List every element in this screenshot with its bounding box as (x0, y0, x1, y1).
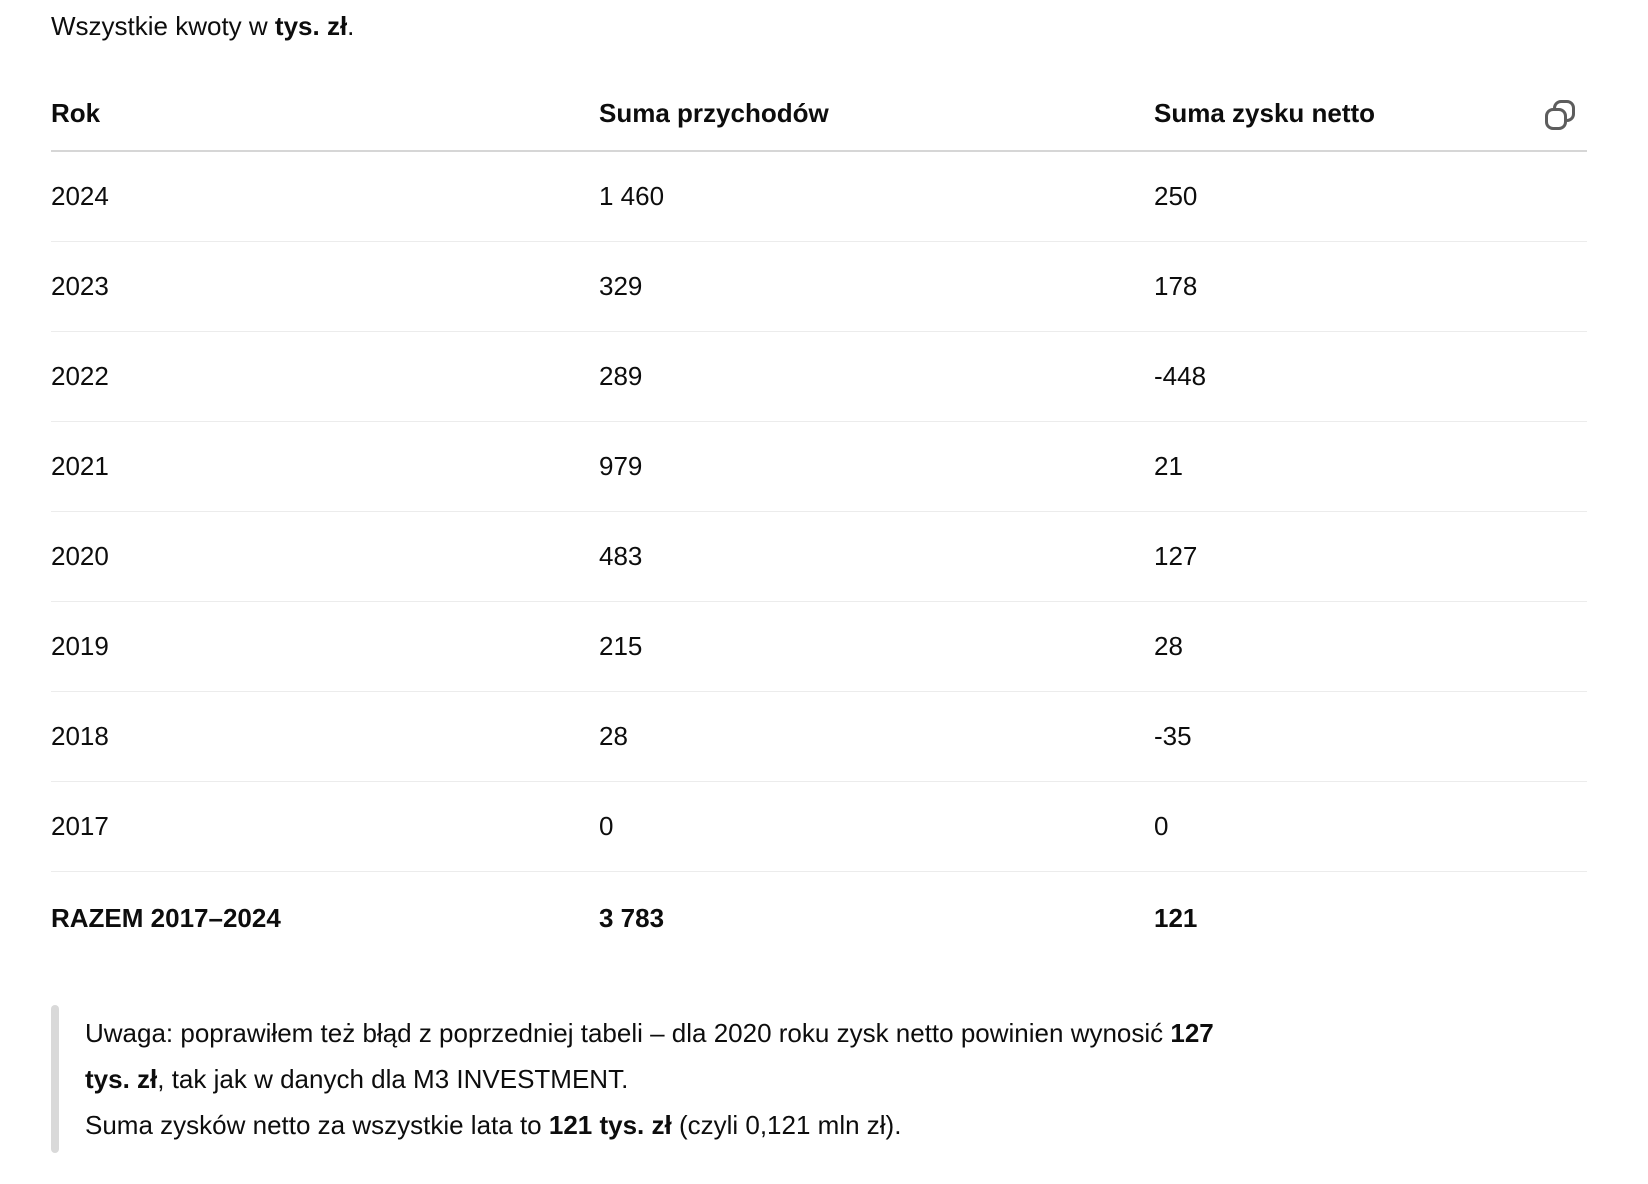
table-row: 2021 979 21 (51, 421, 1587, 512)
cell-suma-przychodow: 28 (599, 691, 1154, 782)
col-header-rok: Rok (51, 42, 599, 152)
cell-suma-przychodow: 3 783 (599, 903, 665, 933)
bold-text-segment: tys. zł (85, 1064, 158, 1094)
cell-rok: 2023 (51, 241, 599, 332)
note-line: Uwaga: poprawiłem też błąd z poprzedniej… (85, 1010, 1507, 1056)
cell-rok: 2020 (51, 511, 599, 602)
col-header-suma-przychodow: Suma przychodów (599, 42, 1154, 152)
cell-rok: RAZEM 2017–2024 (51, 903, 281, 933)
note-content: Uwaga: poprawiłem też błąd z poprzedniej… (85, 1010, 1507, 1148)
intro-text: Wszystkie kwoty w tys. zł. (51, 10, 1587, 42)
copy-table-button[interactable] (1541, 96, 1579, 134)
text-segment: . (347, 11, 355, 41)
blockquote-border (51, 1005, 59, 1153)
table-row: 2024 1 460 250 (51, 151, 1587, 242)
cell-rok: 2021 (51, 421, 599, 512)
cell-suma-przychodow: 215 (599, 601, 1154, 692)
cell-spacer (1527, 241, 1587, 332)
cell-suma-zysku-netto: -448 (1154, 331, 1527, 422)
col-header-suma-zysku-netto: Suma zysku netto (1154, 42, 1527, 152)
text-segment: Uwaga: poprawiłem też błąd z poprzedniej… (85, 1018, 1171, 1048)
note-blockquote: Uwaga: poprawiłem też błąd z poprzedniej… (51, 1005, 1587, 1153)
cell-suma-zysku-netto: 121 (1154, 903, 1198, 933)
cell-rok: 2018 (51, 691, 599, 782)
cell-suma-przychodow: 979 (599, 421, 1154, 512)
cell-rok: 2022 (51, 331, 599, 422)
table-body: 2024 1 460 250 2023 329 178 2022 289 -448 2021 979… (51, 151, 1587, 968)
bold-text-segment: 121 tys. zł (548, 1110, 672, 1140)
financial-table: Rok Suma przychodów Suma zysku netto 202… (51, 42, 1587, 968)
cell-suma-zysku-netto: 127 (1154, 511, 1527, 602)
table-header: Rok Suma przychodów Suma zysku netto (51, 42, 1587, 152)
cell-suma-przychodow: 0 (599, 781, 1154, 872)
text-segment: Suma zysków netto za wszystkie lata to (85, 1110, 549, 1140)
cell-rok: 2024 (51, 151, 599, 242)
bold-text-segment: 127 (1170, 1018, 1214, 1048)
table-row: 2018 28 -35 (51, 691, 1587, 782)
cell-spacer (1527, 331, 1587, 422)
cell-spacer (1527, 151, 1587, 242)
cell-suma-przychodow: 329 (599, 241, 1154, 332)
table-row: 2019 215 28 (51, 601, 1587, 692)
cell-rok: 2019 (51, 601, 599, 692)
table-total-row: RAZEM 2017–2024 3 783 121 (51, 872, 1587, 969)
table-row: 2020 483 127 (51, 511, 1587, 602)
cell-suma-przychodow: 483 (599, 511, 1154, 602)
copy-icon (1545, 100, 1575, 130)
cell-suma-przychodow: 1 460 (599, 151, 1154, 242)
cell-suma-zysku-netto: 28 (1154, 601, 1527, 692)
note-line: tys. zł, tak jak w danych dla M3 INVESTM… (85, 1056, 1507, 1102)
table-row: 2023 329 178 (51, 241, 1587, 332)
cell-suma-przychodow: 289 (599, 331, 1154, 422)
table-row: 2017 0 0 (51, 781, 1587, 872)
cell-spacer (1527, 691, 1587, 782)
text-segment: Wszystkie kwoty w (51, 11, 275, 41)
text-segment: (czyli 0,121 mln zł). (671, 1110, 902, 1140)
text-segment: , tak jak w danych dla M3 INVESTMENT. (157, 1064, 629, 1094)
table-row: 2022 289 -448 (51, 331, 1587, 422)
col-header-actions (1527, 42, 1587, 152)
cell-spacer (1527, 511, 1587, 602)
cell-spacer (1527, 421, 1587, 512)
cell-spacer (1527, 872, 1587, 969)
cell-suma-zysku-netto: 0 (1154, 781, 1527, 872)
cell-suma-zysku-netto: -35 (1154, 691, 1527, 782)
note-line: Suma zysków netto za wszystkie lata to 1… (85, 1102, 1507, 1148)
table-header-row: Rok Suma przychodów Suma zysku netto (51, 42, 1587, 152)
cell-spacer (1527, 601, 1587, 692)
cell-suma-zysku-netto: 178 (1154, 241, 1527, 332)
cell-suma-zysku-netto: 250 (1154, 151, 1527, 242)
assistant-message: Wszystkie kwoty w tys. zł. Rok Suma przy… (51, 10, 1587, 1153)
cell-spacer (1527, 781, 1587, 872)
cell-rok: 2017 (51, 781, 599, 872)
cell-suma-zysku-netto: 21 (1154, 421, 1527, 512)
bold-text-segment: tys. zł (274, 11, 348, 41)
